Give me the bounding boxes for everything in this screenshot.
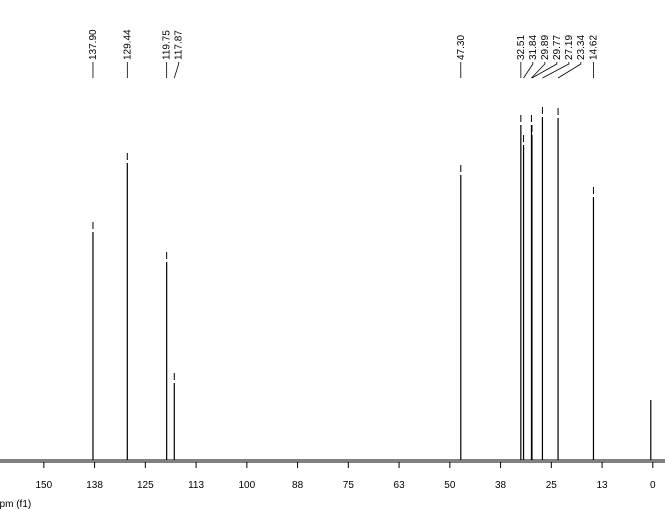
x-tick-label: 38 xyxy=(495,480,507,491)
peak-label: 23.34 xyxy=(576,35,587,60)
peak-label: 117.87 xyxy=(174,30,185,60)
x-axis-label: ppm (f1) xyxy=(0,499,31,510)
leader-line xyxy=(531,62,558,79)
leader-line xyxy=(542,62,570,79)
x-tick-label: 125 xyxy=(137,480,154,491)
x-tick-label: 113 xyxy=(188,480,204,491)
leader-line xyxy=(523,62,534,79)
x-tick-label: 138 xyxy=(86,480,103,491)
peak-label: 47.30 xyxy=(456,35,467,60)
x-tick-label: 150 xyxy=(36,480,53,491)
x-tick-label: 88 xyxy=(292,480,304,491)
peak-label: 31.84 xyxy=(528,35,539,60)
peak-label: 29.89 xyxy=(540,35,551,60)
x-tick-label: 0 xyxy=(650,480,656,491)
leader-line xyxy=(557,62,582,79)
peak-label: 14.62 xyxy=(588,35,599,60)
x-tick-label: 13 xyxy=(597,480,609,491)
leader-line xyxy=(531,62,546,79)
x-tick-label: 100 xyxy=(238,480,255,491)
peak-label: 119.75 xyxy=(162,30,173,60)
peak-label: 32.51 xyxy=(516,35,527,60)
x-tick-label: 75 xyxy=(343,480,355,491)
peak-label: 137.90 xyxy=(88,29,99,60)
peak-label: 27.19 xyxy=(564,35,575,60)
x-tick-label: 63 xyxy=(394,480,406,491)
x-tick-label: 25 xyxy=(546,480,558,491)
x-tick-label: 50 xyxy=(444,480,456,491)
peak-label: 29.77 xyxy=(552,35,563,60)
leader-line xyxy=(173,62,180,79)
peak-label: 129.44 xyxy=(122,29,133,60)
